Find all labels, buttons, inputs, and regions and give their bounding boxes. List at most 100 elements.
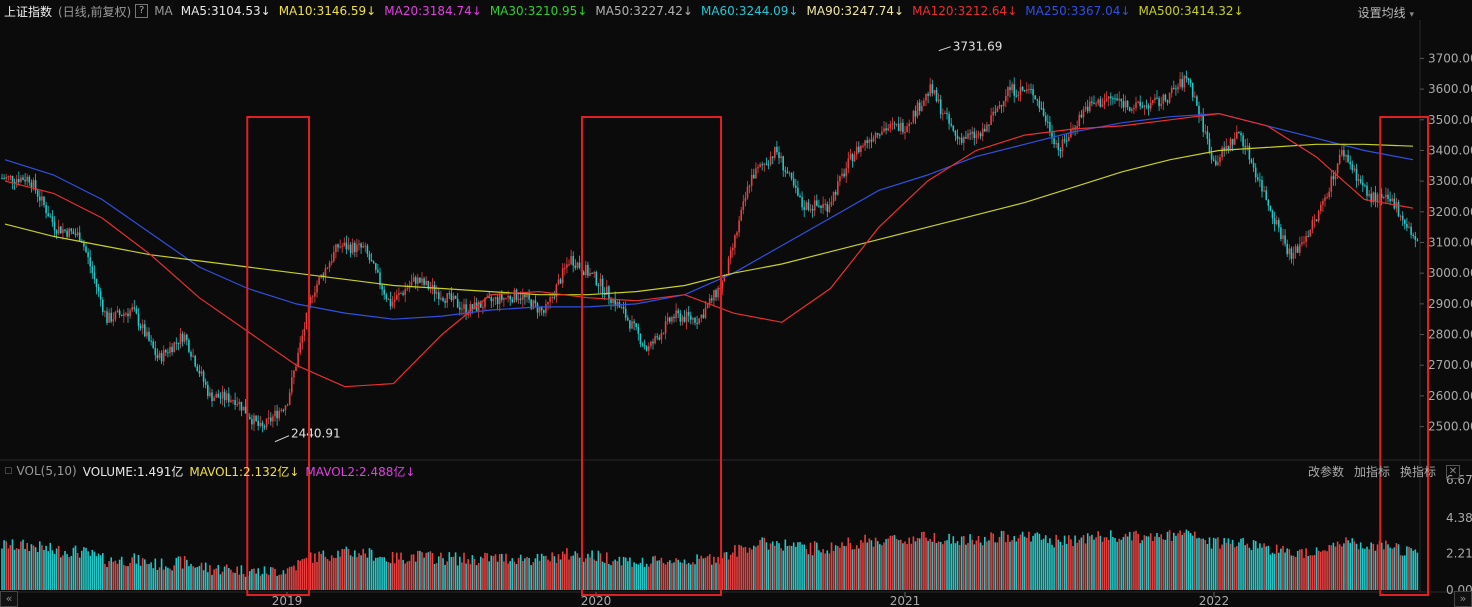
candle-body	[622, 307, 625, 309]
volume-bar	[519, 554, 522, 590]
volume-bar	[1210, 548, 1213, 590]
index-name[interactable]: 上证指数	[4, 4, 53, 19]
volume-bar	[1179, 530, 1181, 590]
volume-bar	[419, 550, 421, 590]
candle-body	[1389, 198, 1391, 202]
candle-body	[498, 294, 501, 305]
volume-bar	[284, 573, 287, 590]
candle-body	[446, 293, 448, 303]
candle-body	[879, 134, 881, 136]
volume-bar	[28, 551, 31, 590]
candle-body	[1227, 145, 1230, 150]
candle-body	[1353, 168, 1356, 171]
volume-bar	[64, 550, 66, 590]
candle-body	[375, 263, 377, 270]
volume-bar	[1068, 535, 1070, 590]
candle-body	[942, 113, 944, 115]
volume-bar	[362, 548, 364, 590]
switch-indicator-button[interactable]: 换指标	[1399, 465, 1436, 479]
candle-body	[664, 321, 667, 334]
scroll-left-icon[interactable]: «	[0, 591, 18, 607]
volume-bar	[648, 566, 650, 590]
volume-bar	[417, 550, 419, 590]
candle-body	[1341, 150, 1343, 155]
volume-bar	[606, 552, 608, 590]
volume-bar	[1311, 555, 1314, 590]
candle-body	[673, 316, 675, 319]
collapse-icon[interactable]: ▢	[4, 466, 13, 476]
candle-body	[456, 298, 459, 308]
volume-bar	[1416, 552, 1419, 590]
candle-body	[270, 417, 272, 422]
candle-body	[488, 297, 490, 298]
add-indicator-button[interactable]: 加指标	[1353, 465, 1390, 479]
volume-bar	[675, 558, 677, 590]
candle-body	[95, 278, 98, 287]
volume-bar	[154, 558, 157, 590]
candle-body	[1074, 127, 1076, 129]
volume-bar	[7, 548, 10, 590]
volume-bar	[1259, 543, 1261, 590]
candle-body	[1166, 100, 1169, 103]
candle-body	[492, 299, 495, 302]
candle-body	[1309, 229, 1312, 237]
volume-bar	[727, 559, 730, 590]
volume-bar	[807, 554, 810, 590]
candle-body	[417, 277, 419, 284]
volume-bar	[263, 566, 266, 590]
volume-bar	[158, 567, 161, 590]
candle-body	[1143, 105, 1146, 108]
candle-body	[448, 293, 451, 295]
volume-bar	[1368, 549, 1370, 590]
ma-item: MA120:3212.64↓	[912, 4, 1018, 18]
volume-bar	[608, 563, 610, 590]
volume-bar	[1353, 541, 1356, 590]
candle-body	[931, 84, 934, 94]
volume-bar	[1233, 547, 1236, 590]
volume-bar	[486, 553, 488, 590]
scroll-right-icon[interactable]: »	[1454, 591, 1472, 607]
candle-body	[1393, 198, 1396, 209]
volume-bar	[11, 539, 14, 590]
candle-body	[463, 304, 465, 309]
volume-bar	[797, 542, 799, 590]
candle-body	[482, 307, 484, 309]
candle-body	[438, 292, 440, 300]
help-icon[interactable]: ?	[135, 4, 149, 18]
candle-body	[662, 333, 665, 335]
candle-body	[1343, 150, 1345, 157]
volume-bar	[952, 536, 955, 590]
candle-body	[540, 307, 543, 311]
candle-body	[627, 317, 629, 321]
volume-bar	[207, 572, 209, 590]
candle-body	[192, 355, 194, 357]
close-icon[interactable]: ✕	[1446, 464, 1460, 479]
volume-bar	[1313, 555, 1316, 590]
ma-item: MA90:3247.74↓	[806, 4, 905, 18]
volume-bar	[1406, 546, 1408, 590]
volume-bar	[60, 557, 62, 590]
volume-bar	[528, 558, 530, 590]
candle-body	[977, 133, 980, 135]
volume-bar	[295, 570, 297, 590]
candle-body	[179, 333, 182, 344]
volume-bar	[1366, 546, 1368, 590]
volume-bar	[944, 540, 946, 590]
volume-legend-bar: ▢ VOL(5,10) VOLUME:1.491亿 MAVOL1:2.132亿↓…	[0, 460, 1420, 482]
edit-params-button[interactable]: 改参数	[1307, 465, 1344, 479]
ma-settings-button[interactable]: 设置均线 ▾	[1358, 4, 1414, 21]
candle-body	[1152, 100, 1154, 104]
volume-actions: 改参数 加指标 换指标 ✕	[1308, 463, 1460, 480]
candle-body	[885, 128, 887, 131]
candle-body	[509, 296, 511, 300]
ma-item: MA10:3146.59↓	[278, 4, 377, 18]
candle-body	[906, 126, 908, 132]
candle-body	[826, 203, 829, 212]
volume-bar	[1164, 539, 1167, 590]
ma-items: MA5:3104.53↓ MA10:3146.59↓ MA20:3184.74↓ MA…	[181, 4, 1252, 18]
volume-bar	[822, 549, 824, 590]
candle-body	[921, 105, 923, 111]
volume-bar	[1177, 533, 1179, 590]
volume-bar	[992, 533, 994, 590]
